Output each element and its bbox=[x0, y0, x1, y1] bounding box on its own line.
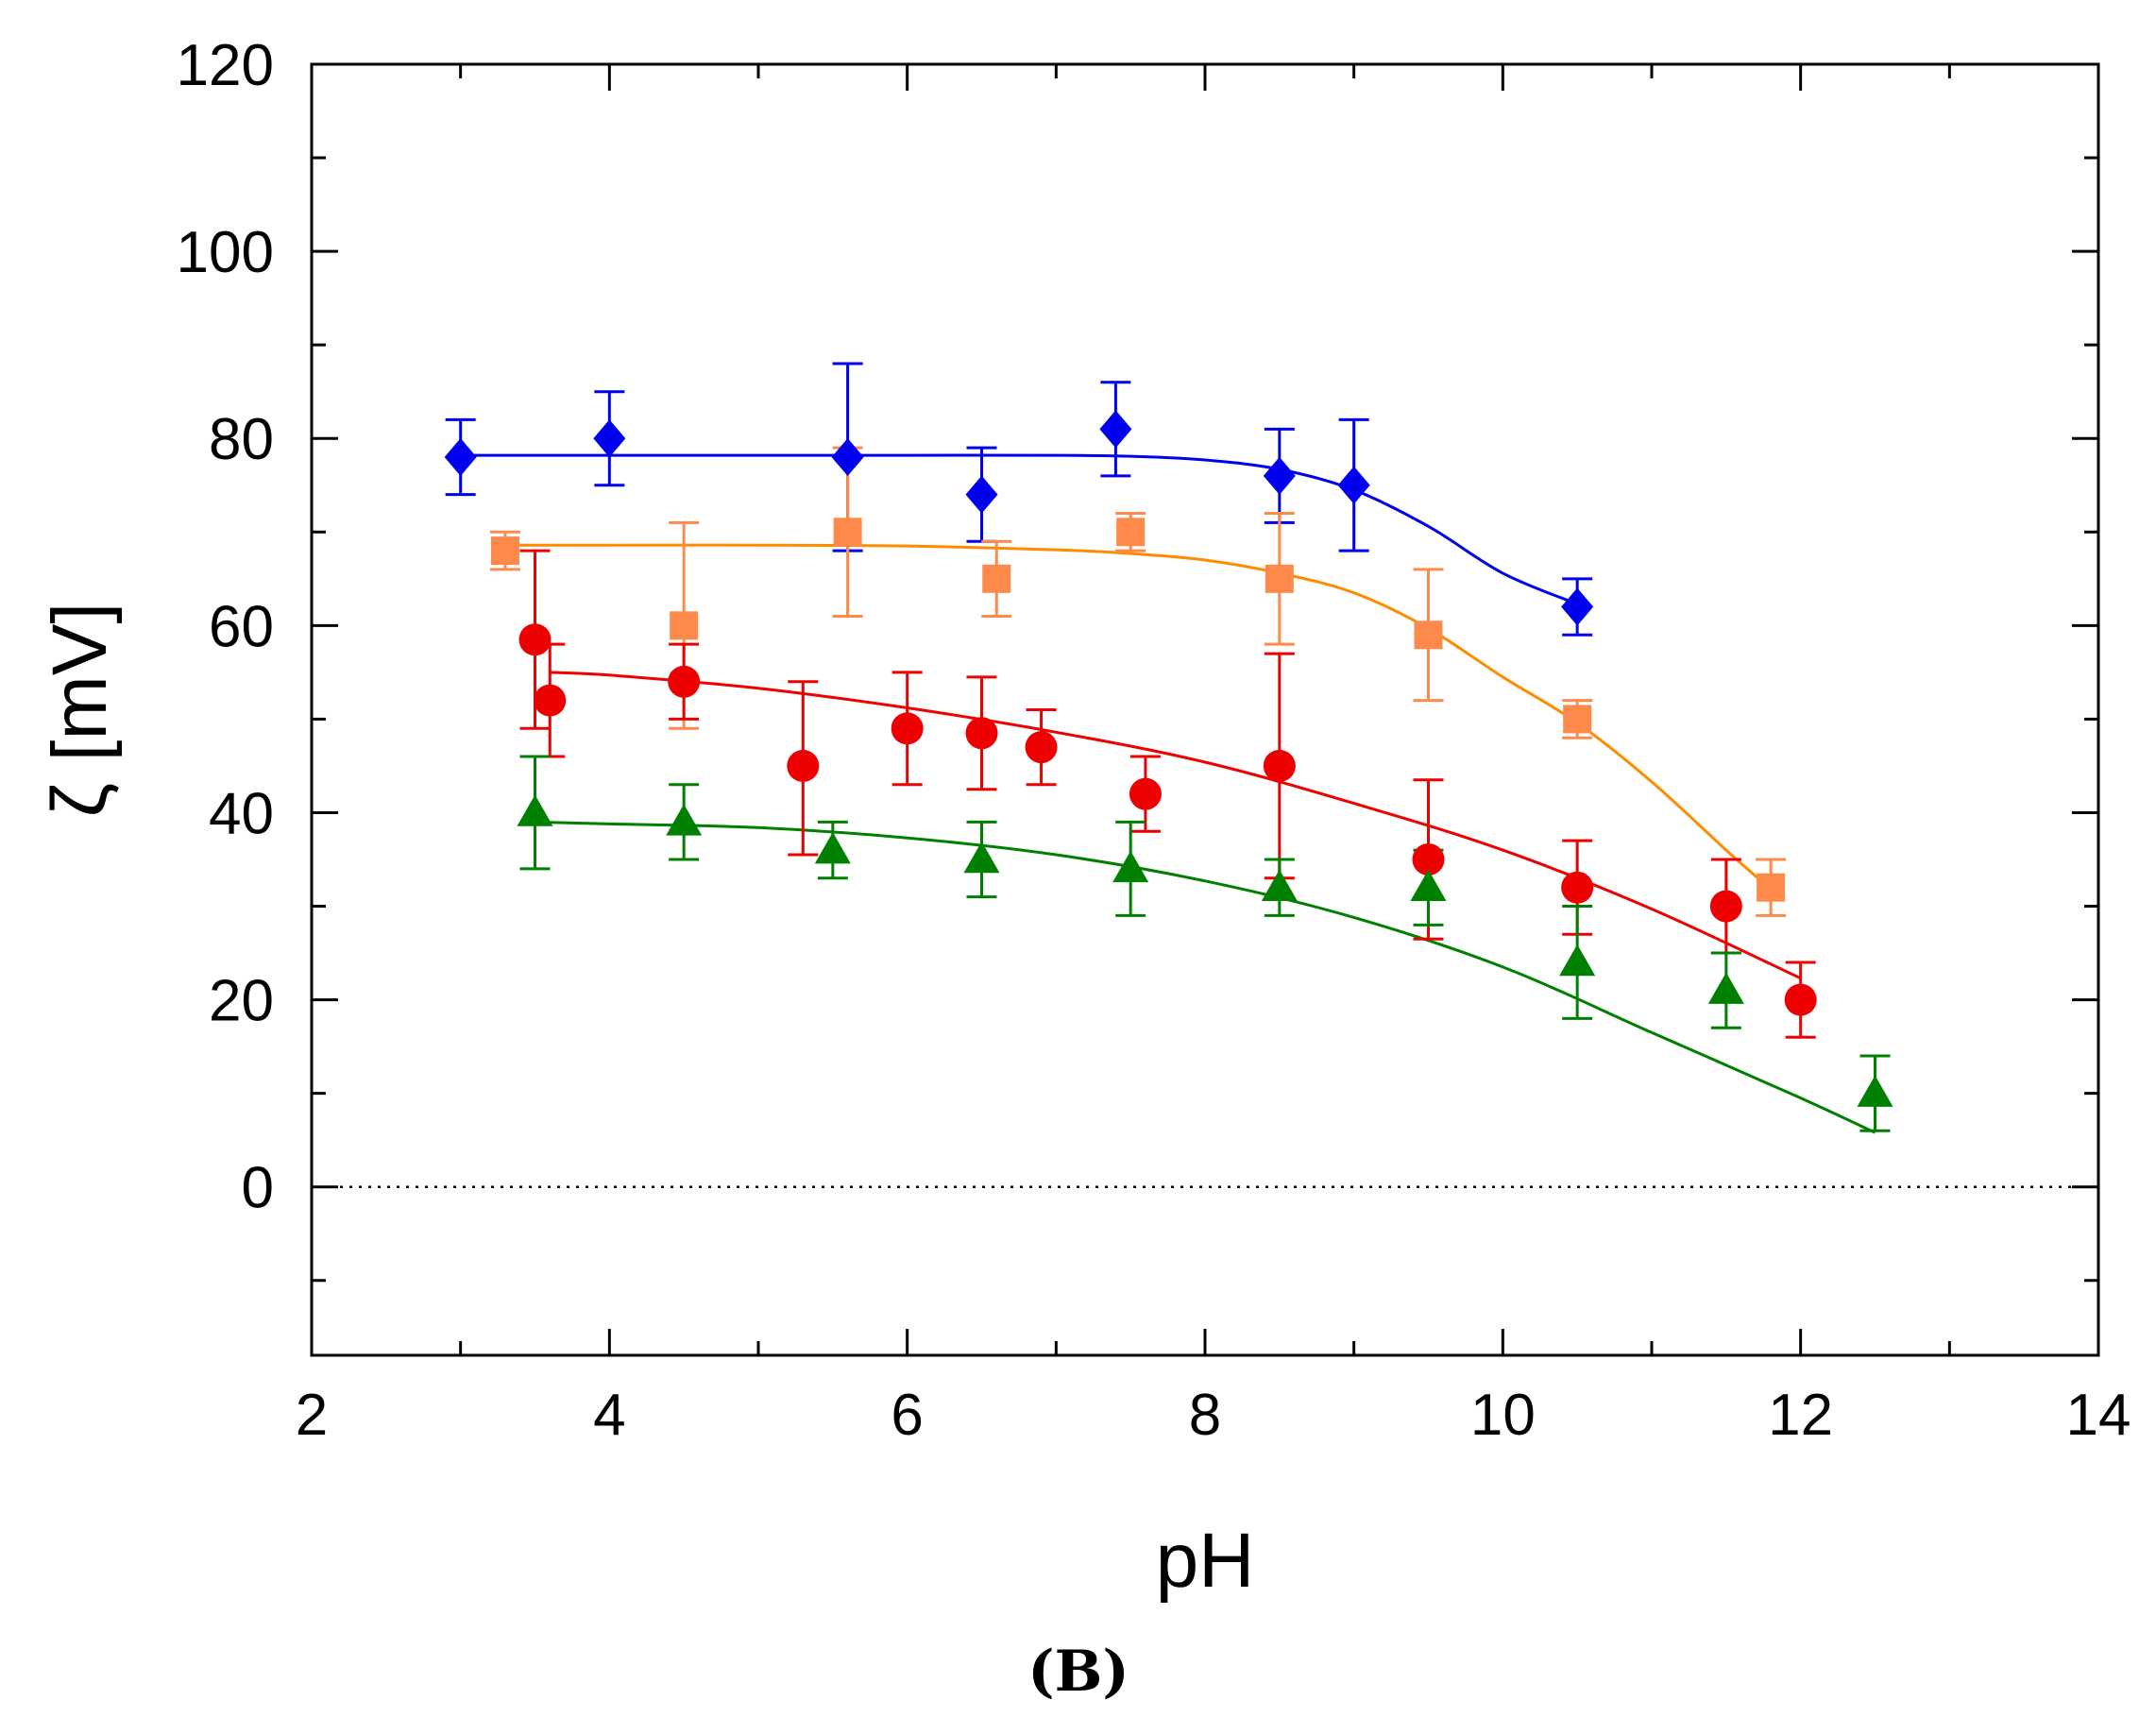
orange-data-point bbox=[1563, 705, 1592, 734]
red-data-point bbox=[1263, 749, 1296, 782]
blue-data-point bbox=[444, 438, 477, 477]
y-tick-label: 60 bbox=[209, 594, 274, 659]
data-points-layer bbox=[444, 410, 1893, 1107]
blue-data-point bbox=[1561, 587, 1594, 626]
green-data-point bbox=[1707, 972, 1744, 1004]
y-tick-label: 80 bbox=[209, 407, 274, 472]
fit-curves-layer bbox=[460, 453, 1876, 1134]
x-tick-label: 10 bbox=[1470, 1383, 1536, 1448]
red-data-point bbox=[518, 623, 552, 656]
red-data-point bbox=[787, 749, 820, 782]
red-fit-curve bbox=[550, 671, 1802, 980]
orange-data-point bbox=[1116, 518, 1146, 547]
y-tick-label: 0 bbox=[242, 1156, 274, 1221]
x-tick-label: 2 bbox=[296, 1383, 328, 1448]
x-tick-label: 12 bbox=[1768, 1383, 1833, 1448]
x-axis-title: pH bbox=[1156, 1518, 1255, 1604]
green-data-point bbox=[1857, 1075, 1893, 1107]
red-data-point bbox=[891, 712, 924, 745]
orange-data-point bbox=[1265, 564, 1294, 593]
green-fit-curve bbox=[535, 820, 1876, 1134]
red-data-point bbox=[534, 684, 567, 717]
orange-fit-curve bbox=[504, 543, 1773, 891]
orange-data-point bbox=[833, 518, 862, 547]
x-tick-label: 6 bbox=[891, 1383, 923, 1448]
orange-data-point bbox=[490, 536, 519, 566]
y-tick-label: 100 bbox=[177, 220, 274, 285]
axis-ticks-layer bbox=[310, 62, 2100, 1355]
orange-data-point bbox=[670, 611, 699, 640]
y-axis-title: ζ [mV] bbox=[37, 603, 123, 818]
blue-data-point bbox=[965, 475, 998, 514]
figure-caption: (B) bbox=[1027, 1639, 1129, 1705]
tick-labels-layer: 2 4 6 8 10 12 14 0 20 40 60 80 100 120 bbox=[177, 33, 2131, 1448]
blue-data-point bbox=[1263, 456, 1296, 495]
red-data-point bbox=[1129, 777, 1162, 810]
orange-data-point bbox=[1757, 873, 1786, 902]
red-data-point bbox=[1561, 871, 1594, 904]
red-data-point bbox=[1412, 842, 1445, 876]
orange-data-point bbox=[1414, 620, 1443, 650]
red-data-point bbox=[1784, 983, 1817, 1016]
y-tick-label: 120 bbox=[177, 33, 274, 98]
green-data-point bbox=[1112, 850, 1149, 883]
blue-fit-curve bbox=[460, 453, 1578, 605]
green-data-point bbox=[814, 832, 851, 864]
green-data-point bbox=[666, 804, 703, 836]
x-tick-label: 14 bbox=[2066, 1383, 2131, 1448]
red-data-point bbox=[965, 717, 998, 750]
green-data-point bbox=[1261, 869, 1298, 901]
blue-data-point bbox=[831, 438, 864, 477]
red-data-point bbox=[1025, 731, 1058, 764]
y-tick-label: 20 bbox=[209, 969, 274, 1034]
orange-data-point bbox=[982, 564, 1011, 593]
red-data-point bbox=[668, 665, 701, 698]
green-data-point bbox=[963, 841, 1000, 874]
blue-data-point bbox=[593, 419, 626, 458]
y-tick-label: 40 bbox=[209, 781, 274, 846]
green-data-point bbox=[1410, 869, 1447, 901]
x-tick-label: 8 bbox=[1189, 1383, 1221, 1448]
blue-data-point bbox=[1337, 466, 1370, 504]
x-tick-label: 4 bbox=[593, 1383, 625, 1448]
green-data-point bbox=[1559, 944, 1596, 977]
red-data-point bbox=[1709, 890, 1742, 923]
green-data-point bbox=[517, 794, 553, 826]
blue-data-point bbox=[1099, 410, 1132, 449]
